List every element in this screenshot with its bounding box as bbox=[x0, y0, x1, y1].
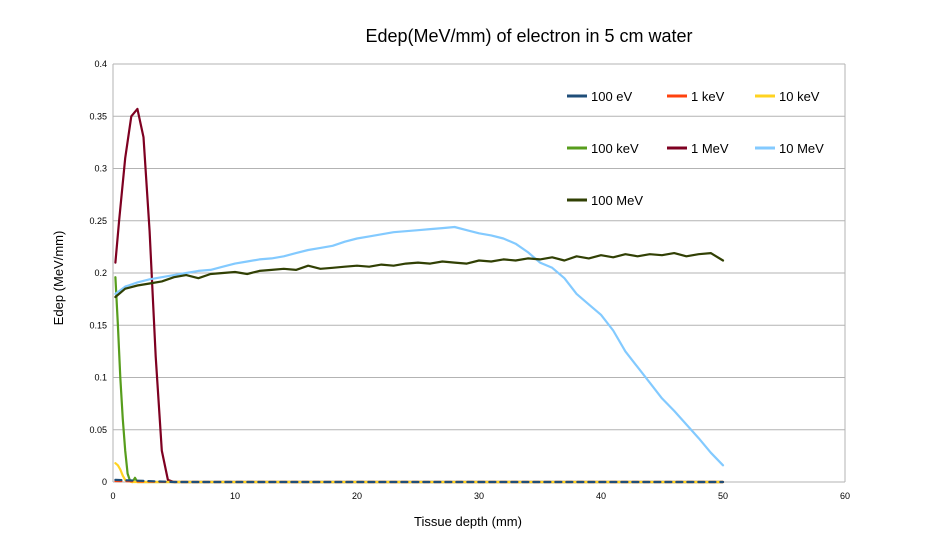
series-line-10-kev bbox=[114, 462, 725, 484]
series-line-100-mev bbox=[114, 252, 725, 299]
y-tick-label: 0.25 bbox=[89, 216, 107, 226]
legend-label: 100 eV bbox=[591, 89, 633, 104]
x-tick-label: 0 bbox=[110, 491, 115, 501]
y-axis-label: Edep (MeV/mm) bbox=[51, 231, 66, 326]
axes bbox=[112, 64, 846, 482]
legend-entry: 10 keV bbox=[755, 89, 820, 104]
legend: 100 eV 1 keV 10 keV 100 keV 1 MeV 10 MeV 100 M… bbox=[567, 89, 824, 208]
legend-label: 1 MeV bbox=[691, 141, 729, 156]
legend-entry: 100 eV bbox=[567, 89, 633, 104]
x-axis-label: Tissue depth (mm) bbox=[414, 514, 522, 529]
x-tick-labels: 0 10 20 30 40 50 60 bbox=[110, 491, 850, 501]
x-tick-label: 40 bbox=[596, 491, 606, 501]
series-line-100-ev bbox=[114, 478, 725, 484]
legend-label: 1 keV bbox=[691, 89, 725, 104]
x-tick-label: 10 bbox=[230, 491, 240, 501]
y-tick-labels: 0 0.05 0.1 0.15 0.2 0.25 0.3 0.35 0.4 bbox=[89, 59, 107, 487]
series-line-10-mev bbox=[114, 225, 725, 467]
chart-title: Edep(MeV/mm) of electron in 5 cm water bbox=[365, 26, 692, 46]
y-tick-label: 0.05 bbox=[89, 425, 107, 435]
legend-label: 100 MeV bbox=[591, 193, 643, 208]
legend-entry: 1 MeV bbox=[667, 141, 729, 156]
y-tick-label: 0.3 bbox=[94, 164, 107, 174]
legend-entry: 100 MeV bbox=[567, 193, 643, 208]
x-tick-label: 20 bbox=[352, 491, 362, 501]
y-tick-label: 0.15 bbox=[89, 320, 107, 330]
legend-label: 10 MeV bbox=[779, 141, 824, 156]
series-lines bbox=[114, 107, 725, 484]
y-tick-label: 0.4 bbox=[94, 59, 107, 69]
y-tick-label: 0.1 bbox=[94, 373, 107, 383]
y-tick-label: 0.35 bbox=[89, 111, 107, 121]
legend-entry: 10 MeV bbox=[755, 141, 824, 156]
legend-label: 100 keV bbox=[591, 141, 639, 156]
series-line-1-mev bbox=[114, 107, 725, 484]
x-tick-label: 60 bbox=[840, 491, 850, 501]
y-tick-label: 0 bbox=[102, 477, 107, 487]
legend-label: 10 keV bbox=[779, 89, 820, 104]
x-tick-label: 30 bbox=[474, 491, 484, 501]
series-line-100-kev bbox=[114, 276, 725, 484]
x-tick-label: 50 bbox=[718, 491, 728, 501]
legend-entry: 1 keV bbox=[667, 89, 725, 104]
y-tick-label: 0.2 bbox=[94, 268, 107, 278]
legend-entry: 100 keV bbox=[567, 141, 639, 156]
